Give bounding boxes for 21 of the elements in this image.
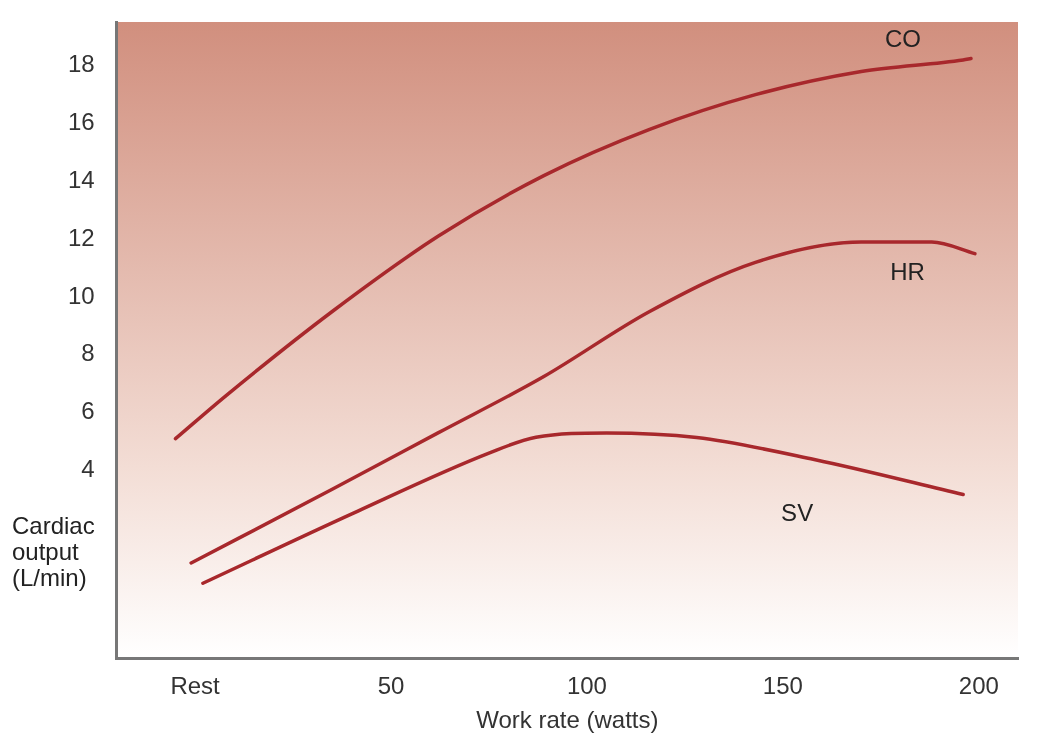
y-tick-label: 18 bbox=[67, 50, 95, 78]
y-tick-label: 16 bbox=[67, 108, 95, 136]
x-tick-label: 200 bbox=[958, 672, 999, 700]
line-series bbox=[201, 431, 965, 585]
y-tick-label: 10 bbox=[67, 281, 95, 309]
line-series bbox=[173, 56, 973, 441]
x-tick-label: 100 bbox=[566, 672, 607, 700]
y-tick-label: 14 bbox=[67, 166, 95, 194]
y-axis-title: Cardiac output (L/min) bbox=[12, 512, 95, 592]
x-tick-label: Rest bbox=[170, 672, 221, 700]
series-label: HR bbox=[890, 258, 925, 286]
y-tick-label: 6 bbox=[81, 397, 95, 425]
line-series bbox=[189, 240, 977, 565]
x-tick-label: 150 bbox=[762, 672, 803, 700]
x-tick-label: 50 bbox=[377, 672, 405, 700]
series-label: SV bbox=[781, 499, 814, 527]
y-tick-label: 12 bbox=[67, 223, 95, 251]
x-axis-title: Work rate (watts) bbox=[476, 706, 659, 734]
y-tick-label: 8 bbox=[81, 339, 95, 367]
series-label: CO bbox=[884, 25, 921, 53]
y-tick-label: 4 bbox=[81, 455, 95, 483]
